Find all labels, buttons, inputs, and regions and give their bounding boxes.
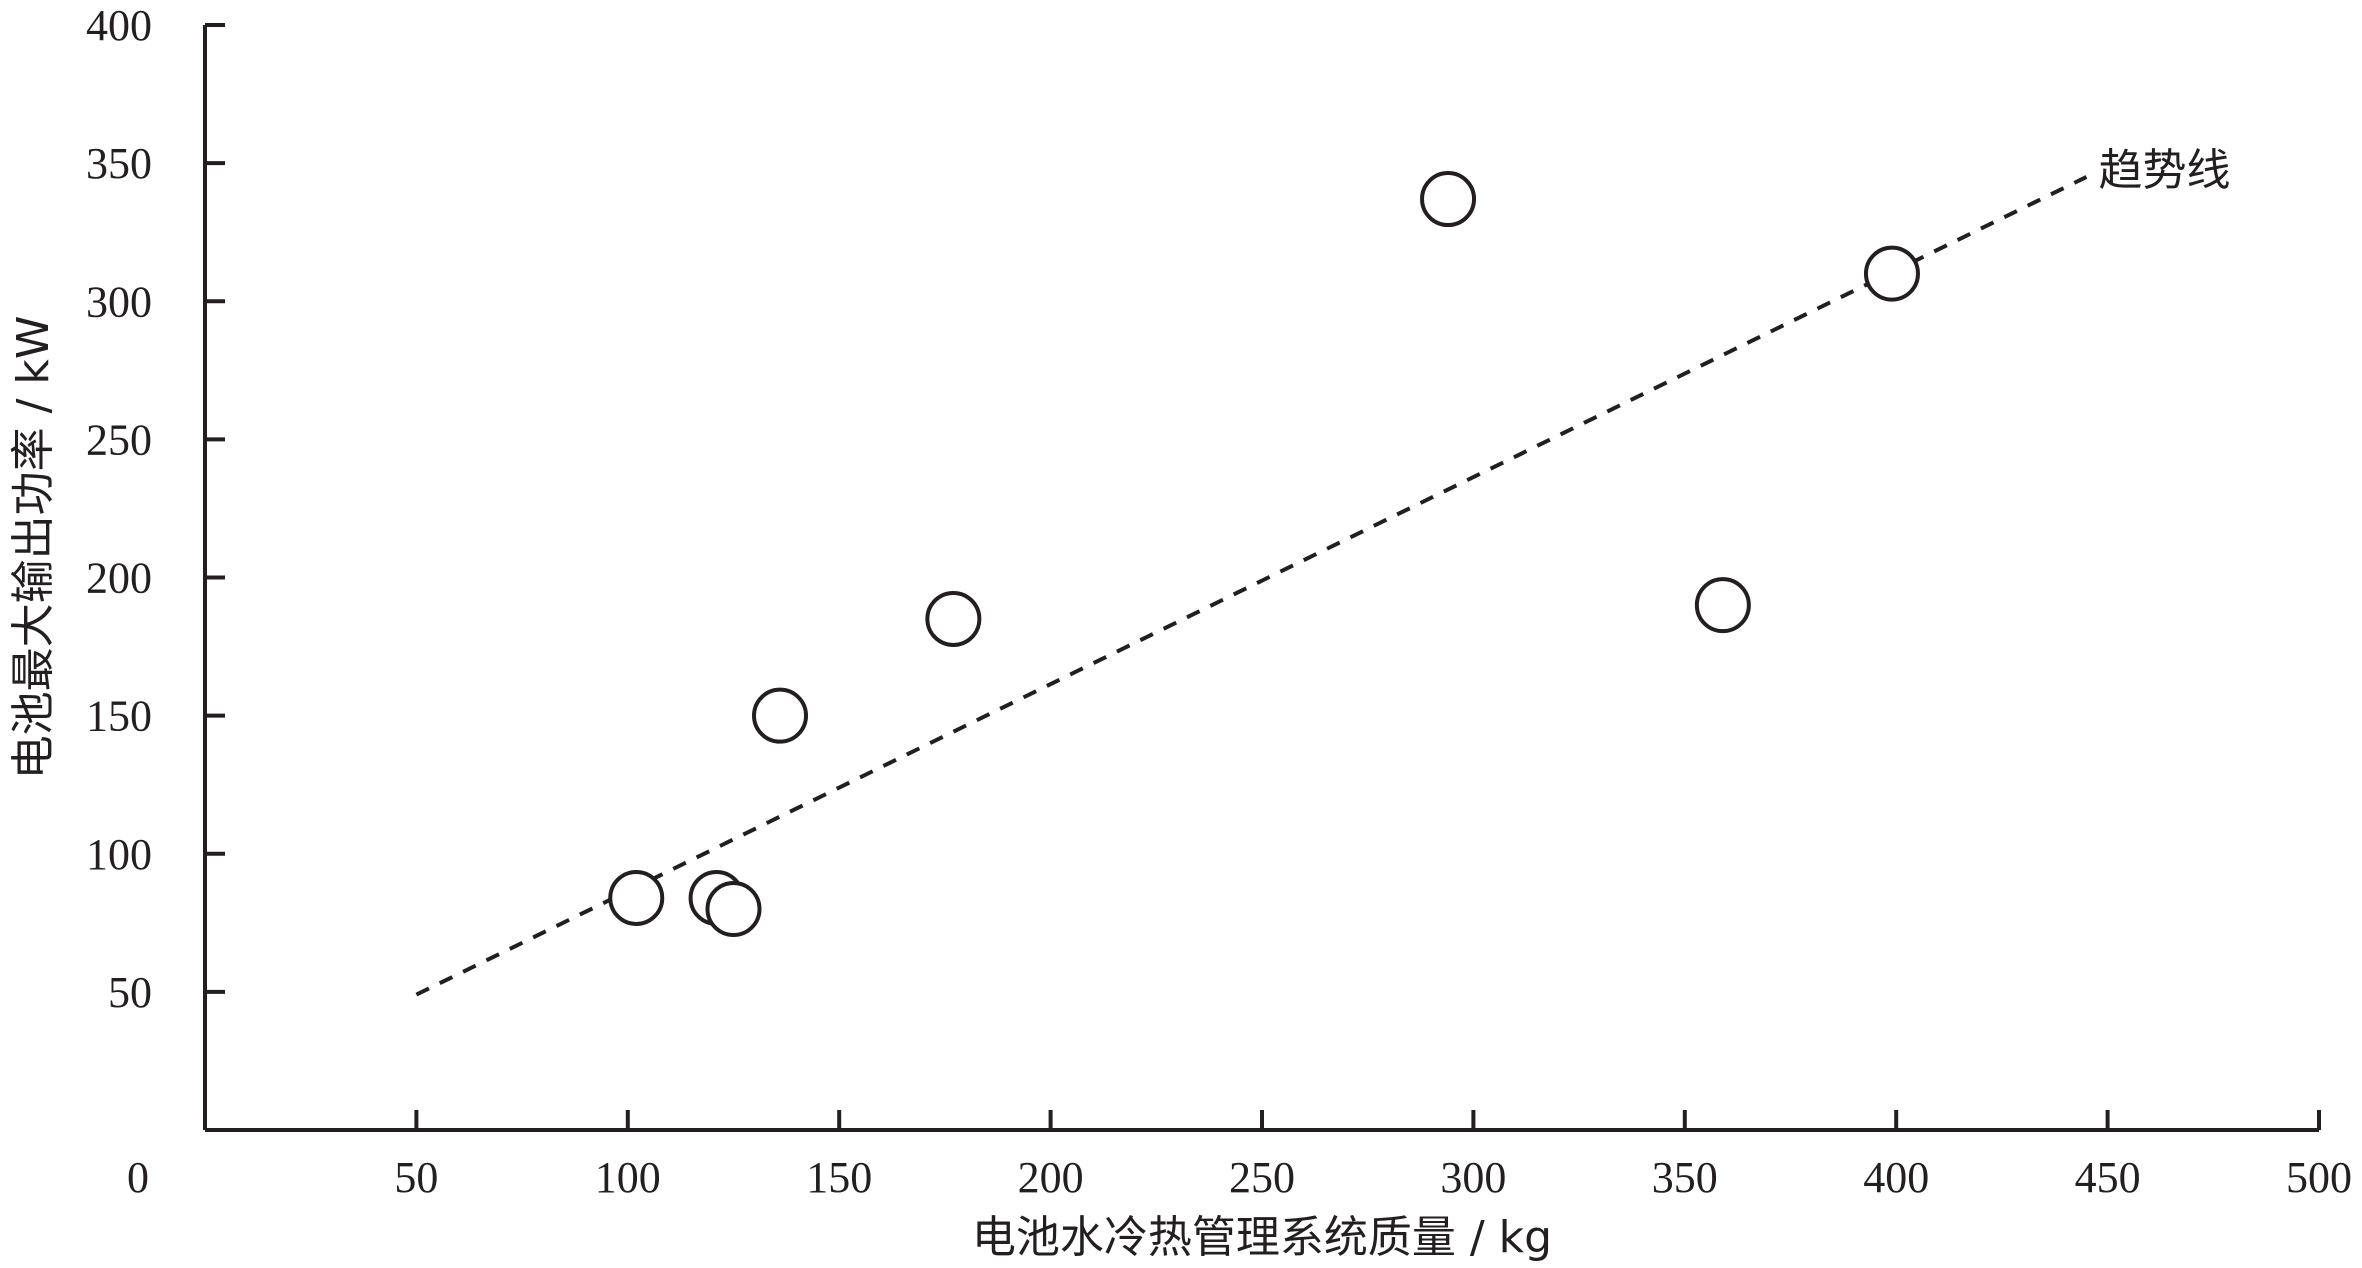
ticks: 50 100 150 200 250 300 350 400 450 500 50 100 150 200… <box>86 1 2352 1202</box>
y-tick-label: 250 <box>86 415 152 464</box>
data-point <box>1863 245 1920 302</box>
y-axis-title: 电池最大输出功率 / kW <box>8 316 59 780</box>
data-point <box>925 590 982 647</box>
x-tick-label: 350 <box>1652 1153 1718 1202</box>
x-tick-label: 300 <box>1440 1153 1506 1202</box>
y-tick-label: 350 <box>86 139 152 188</box>
axes <box>203 25 2319 1132</box>
y-tick-label: 300 <box>86 277 152 326</box>
data-point <box>608 869 665 926</box>
x-tick-label: 100 <box>595 1153 661 1202</box>
x-axis-title: 电池水冷热管理系统质量 / kg <box>972 1212 1552 1263</box>
origin-label: 0 <box>127 1153 149 1202</box>
y-tick-label: 400 <box>86 1 152 50</box>
data-point <box>705 881 762 937</box>
data-point <box>752 687 809 744</box>
x-tick-label: 50 <box>394 1153 438 1202</box>
data-points <box>608 171 1920 937</box>
y-tick-label: 50 <box>108 968 152 1017</box>
x-tick-label: 150 <box>806 1153 872 1202</box>
trendline-label: 趋势线 <box>2098 145 2230 196</box>
y-tick-label: 150 <box>86 692 152 741</box>
x-tick-label: 450 <box>2075 1153 2141 1202</box>
data-point <box>1694 577 1751 634</box>
y-tick-label: 100 <box>86 830 152 879</box>
trendline <box>415 175 2088 997</box>
data-point <box>1420 171 1477 228</box>
x-tick-label: 250 <box>1229 1153 1295 1202</box>
x-tick-label: 400 <box>1863 1153 1929 1202</box>
x-tick-label: 200 <box>1018 1153 1084 1202</box>
y-tick-label: 200 <box>86 554 152 603</box>
x-tick-label: 500 <box>2286 1153 2352 1202</box>
